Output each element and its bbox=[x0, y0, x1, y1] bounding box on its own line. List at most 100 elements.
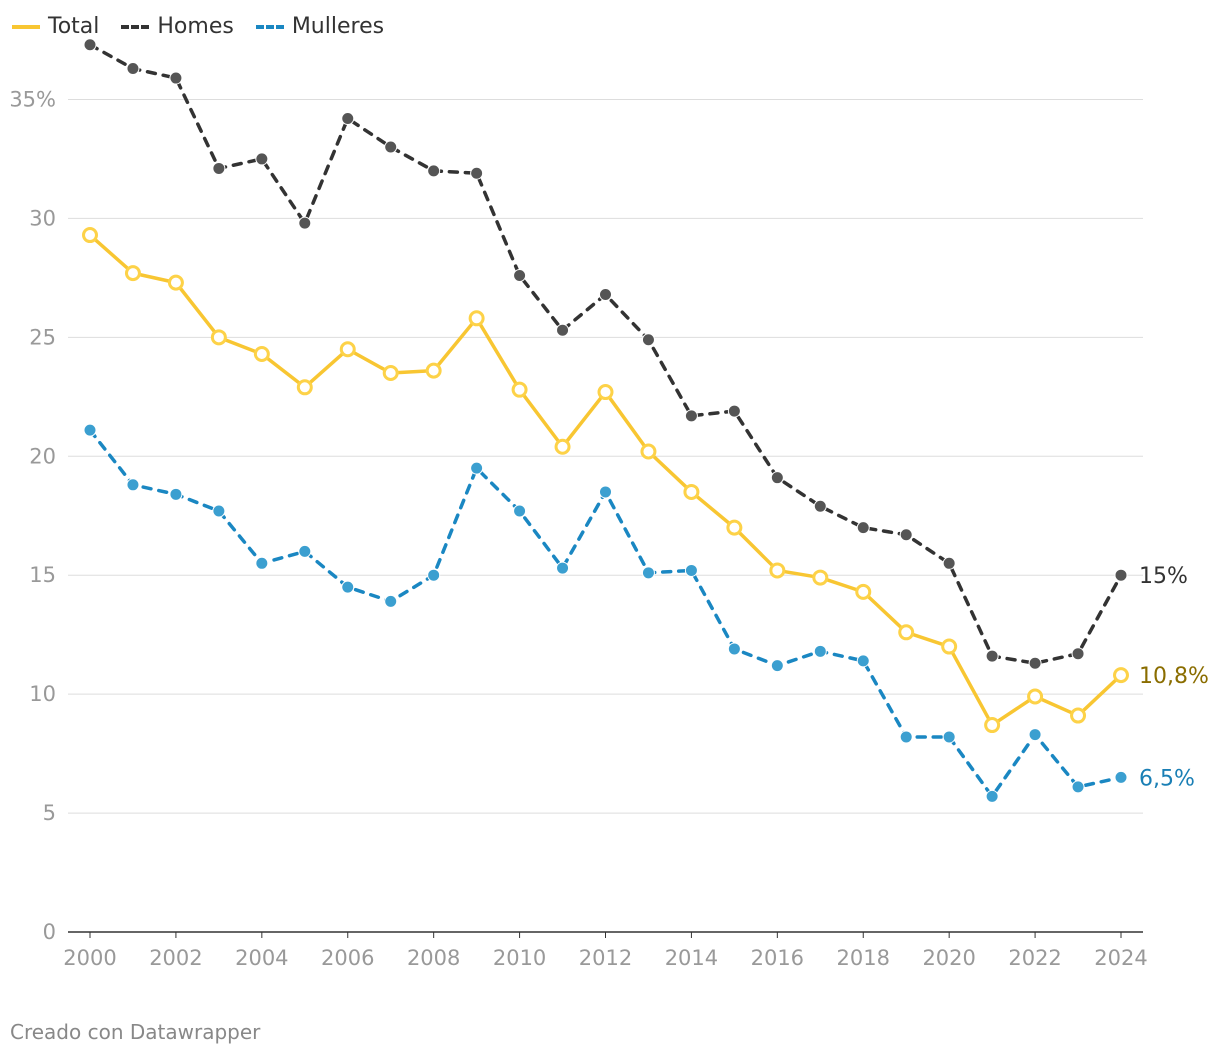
data-point-total bbox=[124, 265, 141, 282]
data-point-mulleres bbox=[599, 485, 612, 499]
legend-swatch-mulleres bbox=[255, 24, 284, 29]
x-tick-label: 2016 bbox=[751, 946, 804, 970]
y-tick-label: 20 bbox=[29, 444, 56, 468]
data-point-mulleres bbox=[899, 730, 913, 744]
data-point-mulleres bbox=[985, 789, 999, 803]
data-point-homes bbox=[126, 62, 140, 76]
x-tick-label: 2018 bbox=[837, 946, 890, 970]
data-point-homes bbox=[212, 161, 226, 175]
data-point-homes bbox=[899, 528, 913, 542]
data-point-mulleres bbox=[1114, 770, 1128, 784]
data-point-total bbox=[726, 519, 743, 536]
data-point-mulleres bbox=[727, 642, 741, 656]
data-point-homes bbox=[384, 140, 398, 154]
legend-item-homes: Homes bbox=[121, 14, 234, 39]
data-point-total bbox=[167, 274, 184, 291]
data-point-mulleres bbox=[1028, 728, 1042, 742]
data-point-homes bbox=[641, 333, 655, 347]
data-point-homes bbox=[255, 152, 269, 166]
data-point-total bbox=[425, 362, 442, 379]
data-point-mulleres bbox=[212, 504, 226, 518]
data-point-total bbox=[1027, 688, 1044, 705]
data-point-homes bbox=[298, 216, 312, 230]
data-point-homes bbox=[556, 323, 570, 337]
data-point-total bbox=[339, 341, 356, 358]
data-point-total bbox=[82, 227, 98, 244]
data-point-mulleres bbox=[298, 544, 312, 558]
data-point-total bbox=[640, 443, 657, 460]
data-point-total bbox=[511, 381, 528, 398]
x-tick-label: 2006 bbox=[321, 946, 374, 970]
data-point-mulleres bbox=[684, 563, 698, 577]
data-point-total bbox=[554, 438, 571, 455]
data-point-homes bbox=[770, 471, 784, 485]
data-point-homes bbox=[1071, 647, 1085, 661]
data-point-total bbox=[296, 379, 313, 396]
data-point-total bbox=[1070, 707, 1087, 724]
data-point-mulleres bbox=[126, 478, 140, 492]
data-point-total bbox=[597, 384, 614, 401]
x-tick-label: 2002 bbox=[149, 946, 202, 970]
data-point-homes bbox=[470, 166, 484, 180]
data-point-mulleres bbox=[470, 461, 484, 475]
data-point-total bbox=[253, 345, 270, 362]
x-tick-label: 2004 bbox=[235, 946, 288, 970]
data-point-total bbox=[898, 624, 915, 641]
y-tick-label: 35% bbox=[9, 87, 56, 111]
x-tick-label: 2014 bbox=[665, 946, 718, 970]
x-tick-label: 2022 bbox=[1008, 946, 1061, 970]
data-point-mulleres bbox=[427, 568, 441, 582]
data-point-total bbox=[941, 638, 958, 655]
data-point-homes bbox=[727, 404, 741, 418]
x-tick-label: 2000 bbox=[63, 946, 116, 970]
data-point-total bbox=[855, 583, 872, 600]
data-point-mulleres bbox=[255, 556, 269, 570]
data-point-homes bbox=[83, 38, 97, 52]
data-point-homes bbox=[341, 111, 355, 125]
data-point-mulleres bbox=[942, 730, 956, 744]
data-point-mulleres bbox=[641, 566, 655, 580]
data-point-homes bbox=[985, 649, 999, 663]
data-point-total bbox=[984, 717, 1001, 734]
data-point-total bbox=[1113, 667, 1129, 684]
data-point-total bbox=[210, 329, 227, 346]
y-tick-label: 0 bbox=[43, 920, 56, 944]
data-point-total bbox=[468, 310, 485, 327]
legend: Total Homes Mulleres bbox=[12, 14, 384, 39]
footer-credit: Creado con Datawrapper bbox=[10, 1020, 261, 1044]
data-point-mulleres bbox=[384, 594, 398, 608]
legend-item-total: Total bbox=[12, 14, 99, 39]
legend-label-mulleres: Mulleres bbox=[291, 14, 385, 39]
data-point-total bbox=[769, 562, 786, 579]
end-label-total: 10,8% bbox=[1139, 664, 1209, 689]
legend-swatch-homes bbox=[121, 24, 150, 29]
legend-label-homes: Homes bbox=[157, 14, 234, 39]
y-tick-label: 10 bbox=[29, 682, 56, 706]
data-point-mulleres bbox=[341, 580, 355, 594]
x-tick-label: 2012 bbox=[579, 946, 632, 970]
x-tick-label: 2020 bbox=[922, 946, 975, 970]
data-point-mulleres bbox=[83, 423, 97, 437]
data-point-mulleres bbox=[513, 504, 527, 518]
data-point-total bbox=[812, 569, 829, 586]
legend-swatch-total bbox=[12, 24, 40, 29]
x-tick-label: 2008 bbox=[407, 946, 460, 970]
data-point-mulleres bbox=[813, 644, 827, 658]
data-point-homes bbox=[1114, 568, 1128, 582]
x-tick-label: 2024 bbox=[1094, 946, 1147, 970]
data-point-homes bbox=[813, 499, 827, 513]
data-point-homes bbox=[513, 268, 527, 282]
data-point-mulleres bbox=[169, 487, 183, 501]
legend-label-total: Total bbox=[48, 14, 100, 39]
data-point-total bbox=[382, 365, 399, 382]
x-tick-label: 2010 bbox=[493, 946, 546, 970]
y-tick-label: 15 bbox=[29, 563, 56, 587]
end-label-homes: 15% bbox=[1139, 564, 1188, 589]
legend-item-mulleres: Mulleres bbox=[255, 14, 385, 39]
data-point-homes bbox=[599, 288, 612, 302]
data-point-homes bbox=[169, 71, 183, 85]
y-tick-label: 30 bbox=[29, 206, 56, 230]
data-point-mulleres bbox=[856, 654, 870, 668]
series-line-homes bbox=[88, 43, 1123, 665]
series-line-mulleres bbox=[88, 428, 1123, 799]
